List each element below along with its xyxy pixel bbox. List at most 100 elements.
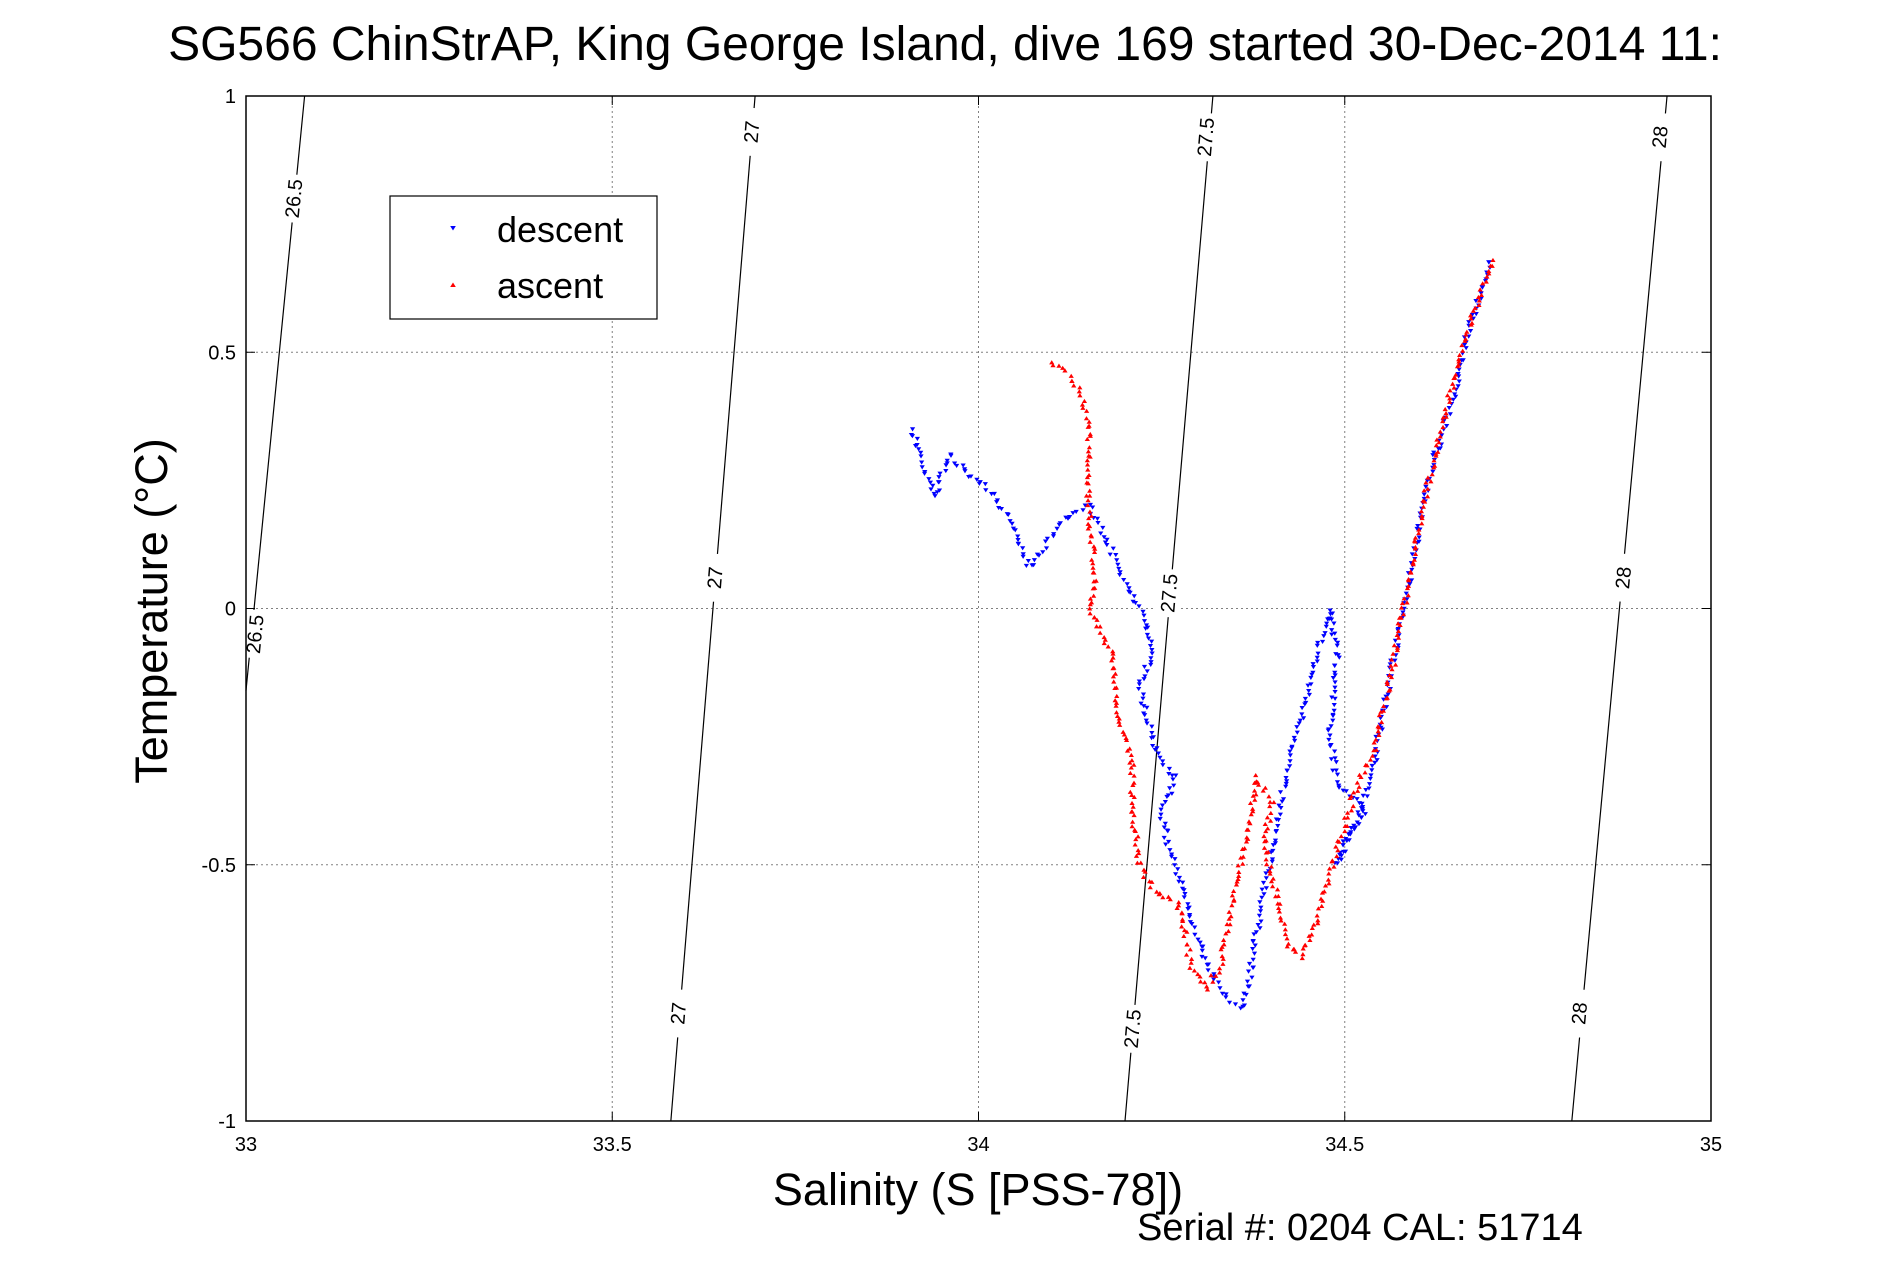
data-point-descent — [1331, 621, 1337, 626]
data-point-descent — [1334, 643, 1340, 648]
data-point-ascent — [1476, 302, 1482, 308]
data-point-descent — [1107, 552, 1113, 557]
data-point-ascent — [1085, 498, 1091, 503]
data-point-ascent — [1348, 808, 1355, 813]
data-point-descent — [1149, 651, 1155, 656]
data-point-descent — [1182, 892, 1188, 897]
data-point-ascent — [1262, 821, 1268, 827]
data-point-ascent — [1197, 979, 1204, 984]
data-point-descent — [1327, 612, 1334, 617]
contour-label-background — [1191, 112, 1220, 162]
data-point-descent — [1186, 905, 1192, 910]
data-point-ascent — [1334, 853, 1340, 859]
data-point-descent — [1392, 638, 1398, 643]
data-point-ascent — [1284, 944, 1290, 949]
data-point-ascent — [1204, 984, 1210, 989]
data-point-ascent — [1315, 906, 1322, 911]
data-point-descent — [1258, 919, 1264, 924]
data-point-descent — [1160, 763, 1166, 768]
data-point-descent — [1332, 749, 1338, 754]
contour-label: 28 — [1612, 566, 1636, 590]
data-point-ascent — [1225, 928, 1232, 934]
data-point-ascent — [1373, 747, 1380, 752]
data-point-descent — [1473, 312, 1479, 317]
data-point-descent — [961, 467, 968, 472]
data-point-ascent — [1255, 782, 1262, 787]
data-point-descent — [1009, 521, 1015, 526]
data-point-ascent — [1087, 611, 1093, 616]
data-point-ascent — [1089, 557, 1095, 562]
data-point-descent — [908, 432, 915, 438]
data-point-descent — [1332, 680, 1338, 685]
data-point-descent — [1450, 397, 1456, 402]
data-point-descent — [1332, 696, 1338, 701]
data-point-descent — [1023, 563, 1029, 568]
data-point-descent — [1070, 511, 1076, 516]
data-point-descent — [1115, 562, 1121, 567]
serial-cal-footer: Serial #: 0204 CAL: 51714 — [1137, 1207, 1583, 1249]
data-point-descent — [1253, 930, 1259, 935]
data-point-ascent — [1087, 488, 1093, 493]
data-point-descent — [1332, 631, 1338, 636]
data-point-descent — [1279, 799, 1285, 804]
data-point-descent — [1467, 329, 1474, 334]
data-point-descent — [1400, 610, 1406, 615]
data-point-descent — [1463, 346, 1469, 351]
data-point-ascent — [1109, 658, 1115, 663]
data-point-ascent — [1174, 905, 1180, 910]
data-point-descent — [1192, 932, 1198, 937]
data-point-ascent — [1364, 763, 1370, 768]
data-point-descent — [1299, 705, 1305, 711]
data-point-descent — [1277, 812, 1283, 817]
data-point-ascent — [1480, 281, 1486, 286]
data-point-descent — [1042, 539, 1049, 544]
data-point-descent — [1246, 961, 1253, 967]
data-point-descent — [1144, 632, 1150, 638]
data-point-descent — [1305, 683, 1311, 688]
data-point-descent — [1273, 817, 1279, 822]
data-point-ascent — [1309, 925, 1315, 931]
data-point-ascent — [1378, 709, 1384, 714]
data-point-ascent — [1101, 640, 1107, 646]
data-point-descent — [1456, 379, 1462, 384]
data-point-ascent — [1226, 916, 1232, 921]
data-point-ascent — [1121, 732, 1127, 737]
data-point-ascent — [1116, 719, 1122, 724]
data-point-ascent — [1412, 535, 1419, 540]
data-point-ascent — [1420, 504, 1427, 509]
data-point-descent — [1238, 1006, 1244, 1011]
data-point-descent — [1330, 676, 1336, 681]
data-point-ascent — [1416, 527, 1422, 532]
y-axis-label: Temperature (°C) — [126, 438, 177, 784]
data-point-descent — [1283, 781, 1289, 787]
data-point-descent — [1403, 591, 1409, 596]
contour-label: 27 — [667, 1001, 691, 1025]
data-point-ascent — [1386, 688, 1392, 693]
data-point-ascent — [1127, 789, 1133, 794]
data-point-ascent — [1218, 947, 1224, 952]
data-point-ascent — [1213, 973, 1219, 978]
data-point-descent — [1141, 677, 1147, 682]
data-point-descent — [934, 490, 940, 495]
data-point-ascent — [1326, 871, 1332, 876]
y-tick-label: 0 — [225, 599, 236, 621]
data-point-descent — [1054, 526, 1060, 531]
data-point-descent — [1056, 522, 1062, 527]
data-point-ascent — [1087, 596, 1094, 601]
data-point-ascent — [1129, 809, 1135, 814]
data-point-descent — [1291, 735, 1297, 741]
data-point-ascent — [1484, 274, 1490, 279]
data-point-descent — [1297, 718, 1303, 723]
data-point-ascent — [1138, 860, 1144, 865]
data-point-descent — [1470, 316, 1477, 321]
data-point-ascent — [1093, 578, 1099, 583]
data-point-descent — [1166, 771, 1172, 777]
data-point-ascent — [1113, 710, 1120, 715]
data-point-descent — [1121, 577, 1127, 583]
data-point-descent — [1157, 816, 1163, 822]
data-point-descent — [983, 488, 989, 493]
data-point-descent — [1169, 773, 1175, 778]
data-point-ascent — [1423, 480, 1429, 485]
data-point-ascent — [1270, 876, 1276, 881]
data-point-ascent — [1116, 716, 1122, 721]
